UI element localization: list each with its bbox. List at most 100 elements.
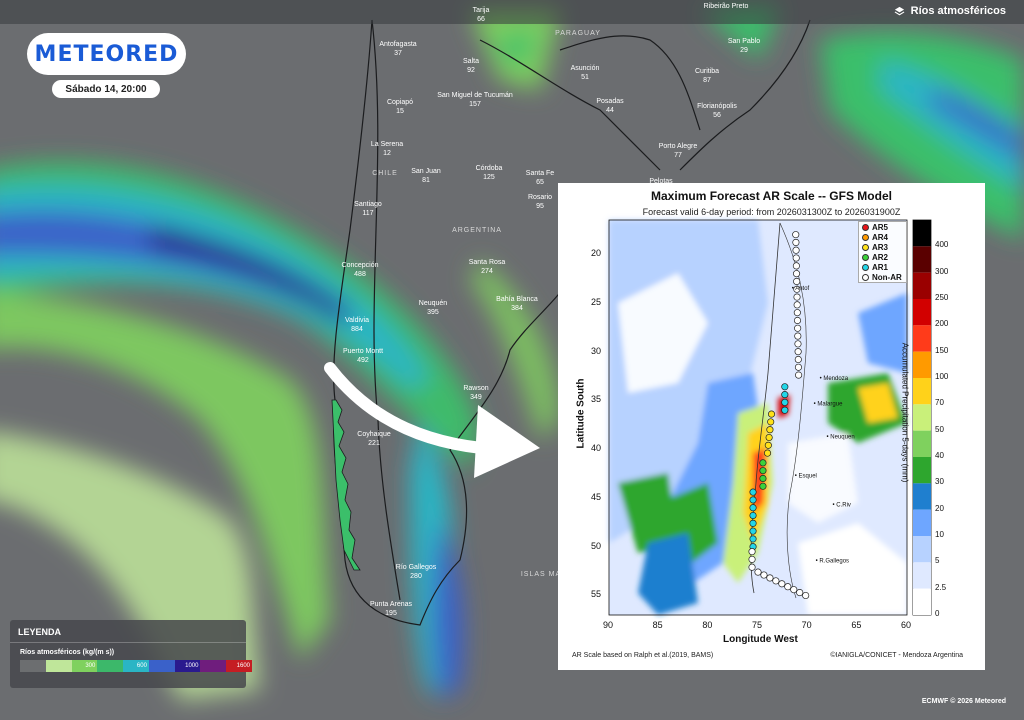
- city-name: Santiago: [354, 201, 382, 208]
- city-value: 195: [385, 610, 397, 617]
- city-label[interactable]: Concepción 488: [342, 261, 379, 279]
- ar-legend-row: AR4: [862, 232, 906, 242]
- ar-point: [781, 406, 789, 414]
- city-label[interactable]: Santa Fe 65: [526, 169, 554, 187]
- city-value: 349: [470, 394, 482, 401]
- city-label[interactable]: Salta 92: [463, 57, 479, 75]
- colorbar-segment: [913, 220, 931, 247]
- city-label[interactable]: Antofagasta 37: [379, 40, 416, 58]
- city-value: 65: [536, 179, 544, 186]
- city-value: 274: [481, 268, 493, 275]
- legend-swatch: [200, 660, 227, 672]
- city-label[interactable]: Ribeirão Preto: [704, 2, 749, 11]
- city-label[interactable]: Posadas 44: [596, 97, 623, 115]
- city-value: 221: [368, 440, 380, 447]
- ar-point: [794, 355, 802, 364]
- city-label[interactable]: San Miguel de Tucumán 157: [437, 91, 513, 109]
- colorbar-segment: [913, 378, 931, 405]
- ar-point: [764, 441, 772, 449]
- city-label[interactable]: La Serena 12: [371, 140, 403, 158]
- meteored-logo[interactable]: METEORED: [27, 33, 186, 75]
- y-tick: 50: [591, 540, 602, 551]
- city-value: 492: [357, 357, 369, 364]
- city-label[interactable]: Coyhaique 221: [357, 430, 390, 448]
- legend-swatch: 1600: [226, 660, 253, 672]
- x-tick: 60: [901, 620, 912, 630]
- city-label[interactable]: Punta Arenas 195: [370, 600, 412, 618]
- country-label: PARAGUAY: [555, 30, 601, 37]
- y-tick: 25: [591, 296, 602, 307]
- city-name: Posadas: [596, 98, 624, 105]
- city-label[interactable]: Córdoba 125: [476, 164, 503, 182]
- ar-point: [778, 580, 786, 588]
- colorbar-tick: 5: [935, 556, 940, 566]
- ar-point: [766, 574, 774, 582]
- top-bar: Ríos atmosféricos: [0, 0, 1024, 24]
- city-value: 384: [511, 305, 523, 312]
- legend-colorbar: 300 600 1000 1600: [20, 660, 253, 672]
- city-label[interactable]: Pelotas: [649, 177, 672, 186]
- colorbar-tick: 400: [935, 240, 949, 250]
- ar-point: [794, 363, 802, 371]
- city-value: 117: [362, 210, 374, 217]
- city-name: Asunción: [570, 65, 600, 72]
- city-label[interactable]: Curitiba 87: [695, 67, 719, 85]
- city-label[interactable]: Asunción 51: [571, 64, 600, 82]
- ar-point: [781, 391, 789, 399]
- city-value: 77: [674, 152, 682, 159]
- ar-legend-row: AR2: [862, 252, 906, 262]
- city-label[interactable]: Valdivia 884: [345, 316, 369, 334]
- colorbar-segment: [913, 588, 931, 615]
- x-tick: 85: [652, 620, 663, 630]
- city-name: Punta Arenas: [369, 601, 413, 608]
- inset-place-label: • C.Riv: [833, 503, 851, 509]
- forecast-date[interactable]: Sábado 14, 20:00: [52, 80, 160, 98]
- inset-map: • Antof • Mendoza • Malargue • Neuquen • Esq…: [608, 219, 932, 616]
- x-tick: 65: [851, 620, 862, 630]
- inset-place-label: • Mendoza: [820, 376, 849, 382]
- inset-footer-left: AR Scale based on Ralph et al.(2019, BAM…: [572, 652, 714, 659]
- ar-point: [759, 467, 767, 475]
- colorbar-segment: [913, 351, 931, 378]
- city-label[interactable]: Puerto Montt 492: [343, 347, 383, 365]
- colorbar-segment: [913, 457, 931, 484]
- city-label[interactable]: San Pablo 29: [728, 37, 760, 55]
- inset-place-label: • Esquel: [795, 473, 817, 479]
- layer-selector[interactable]: Ríos atmosféricos: [894, 5, 1006, 17]
- city-label[interactable]: Santa Rosa 274: [469, 258, 506, 276]
- city-label[interactable]: Rawson 349: [463, 384, 488, 402]
- city-value: 15: [396, 108, 404, 115]
- city-label[interactable]: Río Gallegos 280: [396, 563, 436, 581]
- city-label[interactable]: Neuquén 395: [419, 299, 447, 317]
- city-label[interactable]: Florianópolis 56: [697, 102, 737, 120]
- city-name: Puerto Montt: [342, 348, 384, 355]
- city-value: 44: [606, 107, 614, 114]
- logo-text: METEORED: [34, 41, 179, 67]
- inset-place-label: • Malargue: [814, 401, 843, 407]
- city-label[interactable]: Porto Alegre 77: [659, 142, 698, 160]
- city-name: Tarija: [472, 7, 490, 14]
- city-name: Valdivia: [345, 317, 369, 324]
- ar-point: [772, 577, 780, 585]
- city-label[interactable]: Bahía Blanca 384: [496, 295, 538, 313]
- city-value: 488: [354, 271, 366, 278]
- city-label[interactable]: Tarija 66: [473, 6, 490, 24]
- city-value: 81: [422, 177, 430, 184]
- city-label[interactable]: Santiago 117: [354, 200, 382, 218]
- legend-swatch: 1000: [174, 660, 201, 672]
- country-label: CHILE: [372, 170, 398, 177]
- colorbar-tick: 70: [935, 398, 944, 408]
- ar-legend-label: Non-AR: [872, 272, 902, 282]
- land-borders: [333, 19, 811, 626]
- city-value: 884: [351, 326, 363, 333]
- city-label[interactable]: Copiapó 15: [387, 98, 413, 116]
- ar-point: [749, 527, 757, 535]
- ar-point: [765, 433, 773, 442]
- ar-point: [749, 519, 757, 527]
- city-label[interactable]: San Juan 81: [411, 167, 441, 185]
- ar-point: [796, 589, 804, 597]
- city-label[interactable]: Rosario 95: [528, 193, 552, 211]
- ar-point: [792, 246, 800, 254]
- ar-point: [766, 426, 774, 434]
- legend-swatch: [45, 660, 72, 672]
